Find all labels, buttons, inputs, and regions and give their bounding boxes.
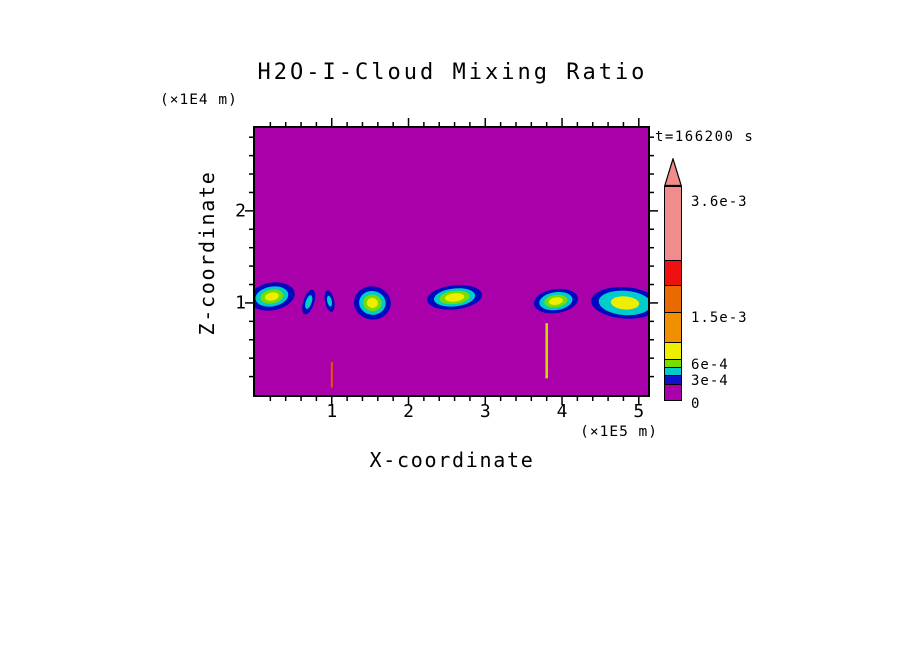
cloud-blob bbox=[302, 289, 316, 315]
y-tick-label: 2 bbox=[235, 200, 246, 222]
colorbar-level-label: 6e-4 bbox=[691, 357, 729, 373]
x-tick-label: 2 bbox=[403, 401, 414, 422]
y-axis-unit-label: (×1E4 m) bbox=[160, 92, 238, 108]
x-tick-label: 1 bbox=[326, 401, 338, 422]
time-annotation: t=166200 s bbox=[655, 129, 755, 145]
colorbar-segment bbox=[665, 285, 681, 312]
cloud-blob bbox=[533, 288, 579, 314]
colorbar-level-label: 1.5e-3 bbox=[691, 310, 748, 326]
chart-title: H2O-I-Cloud Mixing Ratio bbox=[257, 60, 648, 85]
colorbar-segment bbox=[665, 312, 681, 342]
cloud-layer-yellow bbox=[610, 296, 640, 310]
colorbar-segment bbox=[665, 260, 681, 285]
x-axis-unit-label: (×1E5 m) bbox=[580, 424, 658, 440]
plot-area bbox=[245, 118, 658, 405]
cloud-layer-yellow bbox=[548, 297, 563, 305]
colorbar-overflow-arrow-icon bbox=[664, 158, 682, 186]
colorbar: 3.6e-3 1.5e-3 6e-4 3e-4 0 bbox=[664, 158, 794, 412]
cloud-layer-cyan bbox=[326, 295, 333, 307]
cloud-blob bbox=[591, 287, 648, 319]
cloud-layer-yellow bbox=[366, 297, 378, 308]
colorbar-segment bbox=[665, 187, 681, 260]
colorbar-segment bbox=[665, 342, 681, 359]
cloud-layer-yellow bbox=[265, 292, 279, 301]
y-tick-label: 1 bbox=[235, 292, 246, 314]
colorbar-segment bbox=[665, 359, 681, 367]
colorbar-segment bbox=[665, 375, 681, 384]
cloud-field-canvas bbox=[255, 282, 648, 388]
cloud-layer-cyan bbox=[305, 295, 313, 309]
colorbar-segment bbox=[665, 384, 681, 400]
x-axis-label: X-coordinate bbox=[369, 448, 535, 472]
cloud-layer-yellow bbox=[444, 293, 465, 302]
cloud-blob bbox=[354, 286, 391, 320]
colorbar-level-label: 0 bbox=[691, 396, 701, 412]
colorbar-level-label: 3.6e-3 bbox=[691, 194, 748, 210]
cloud-blob bbox=[427, 285, 483, 310]
colorbar-scale bbox=[664, 186, 682, 401]
colorbar-segment bbox=[665, 367, 681, 375]
colorbar-level-label: 3e-4 bbox=[691, 373, 729, 389]
x-tick-label: 4 bbox=[556, 401, 568, 422]
x-tick-label: 5 bbox=[633, 401, 645, 422]
cloud-blob bbox=[324, 290, 335, 312]
cloud-blob bbox=[255, 282, 295, 311]
x-tick-label: 3 bbox=[479, 401, 491, 422]
